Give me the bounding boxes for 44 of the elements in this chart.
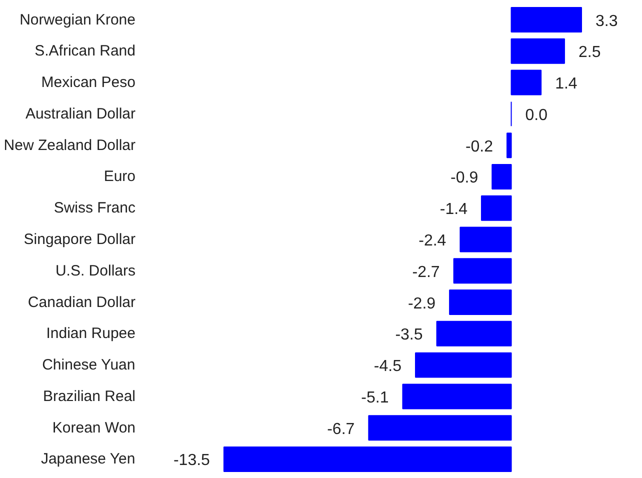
y-tick-label: Euro	[104, 168, 136, 186]
bar	[460, 226, 512, 252]
bar	[436, 320, 512, 346]
y-tick-label: Japanese Yen	[40, 450, 136, 468]
y-tick-label: Mexican Peso	[41, 74, 136, 92]
y-tick-label: Australian Dollar	[25, 105, 136, 122]
bar	[480, 195, 512, 221]
data-label: -3.5	[395, 326, 423, 344]
bar	[402, 384, 512, 410]
y-tick-label: Indian Rupee	[46, 325, 136, 342]
y-tick-label: S.African Rand	[34, 42, 136, 60]
bar	[453, 258, 512, 284]
y-tick-label: Singapore Dollar	[24, 231, 136, 248]
y-tick-label: Brazilian Real	[42, 388, 136, 405]
data-label: -2.4	[418, 232, 446, 250]
data-label: -0.2	[465, 138, 494, 156]
data-label: -5.1	[361, 389, 389, 406]
bar	[449, 290, 512, 316]
data-label: -0.9	[450, 170, 478, 187]
data-label: 1.4	[555, 76, 578, 93]
bar	[510, 70, 542, 96]
bar	[506, 132, 512, 158]
bar	[368, 415, 512, 441]
data-label: 2.5	[578, 44, 601, 62]
data-label: -2.9	[408, 295, 436, 312]
y-tick-label: Swiss Franc	[54, 200, 136, 217]
data-label: 3.3	[596, 12, 618, 30]
bar	[414, 352, 512, 378]
y-tick-label: Canadian Dollar	[28, 294, 136, 311]
data-label: -6.7	[327, 420, 355, 438]
y-tick-label: Norwegian Krone	[20, 11, 136, 28]
bar	[223, 446, 512, 472]
data-label: -2.7	[412, 264, 440, 281]
data-label: -4.5	[374, 358, 402, 376]
y-tick-label: Chinese Yuan	[42, 356, 136, 374]
y-tick-label: U.S. Dollars	[55, 262, 136, 280]
data-label: -1.4	[440, 201, 468, 218]
bar	[492, 164, 512, 190]
y-tick-label: Korean Won	[52, 419, 136, 436]
y-tick-label: New Zealand Dollar	[4, 136, 136, 154]
data-label: -13.5	[173, 452, 210, 470]
bar	[510, 7, 582, 33]
bar	[510, 38, 565, 64]
data-label: 0.0	[525, 106, 548, 124]
